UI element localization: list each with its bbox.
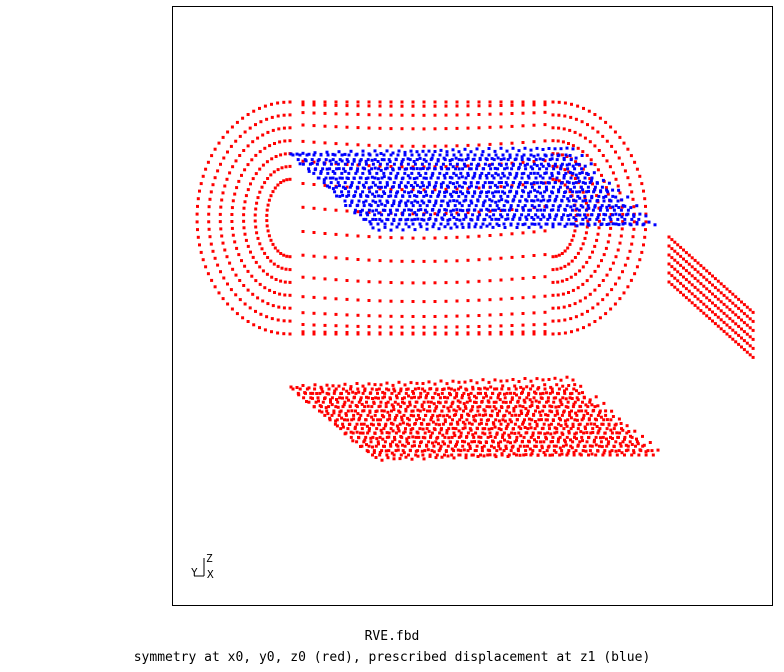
view-description: symmetry at x0, y0, z0 (red), prescribed… — [133, 650, 651, 665]
axis-x-label: X — [207, 568, 214, 580]
file-name-label: RVE.fbd — [364, 629, 420, 644]
blue-top-face-nodes — [289, 146, 657, 232]
graphics-viewport[interactable]: Z Y X — [172, 6, 773, 606]
axis-z-label: Z — [206, 552, 213, 565]
node-plot — [195, 100, 755, 462]
axis-y-label: Y — [191, 566, 198, 579]
red-bottom-face-nodes — [289, 375, 660, 462]
axis-triad-icon: Z Y X — [191, 552, 214, 580]
red-side-edge-nodes — [667, 235, 755, 359]
red-cylinder-nodes — [195, 100, 648, 336]
